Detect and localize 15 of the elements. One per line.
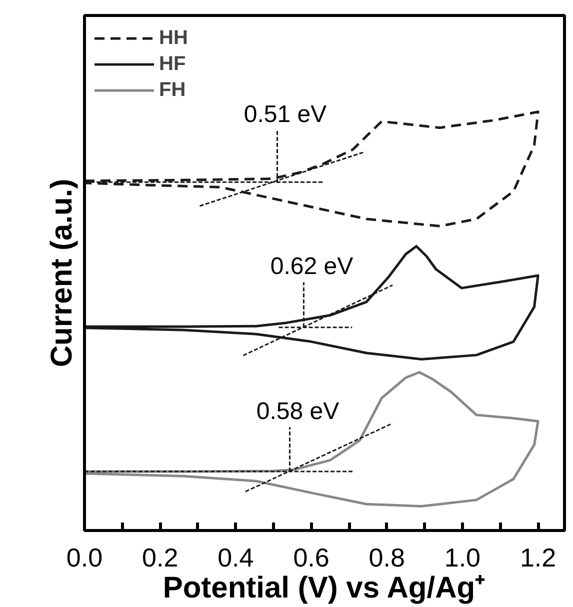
x-tick-label: 0.2: [142, 542, 178, 572]
x-tick-label: 0.8: [368, 542, 405, 572]
legend-label: HH: [159, 26, 188, 50]
annotation: 0.51 eV: [244, 101, 327, 128]
x-tick-label: 1.0: [444, 542, 481, 572]
annotation: 0.62 eV: [270, 253, 354, 280]
legend-label: HF: [159, 52, 186, 76]
x-tick-label: 0.0: [66, 542, 103, 572]
annotation: 0.58 eV: [256, 398, 340, 426]
x-tick-label: 0.4: [218, 542, 254, 572]
y-axis-title: Current (a.u.): [46, 178, 78, 368]
x-tick-label: 1.2: [520, 542, 556, 572]
x-axis-title: Potential (V) vs Ag/Ag⁺: [162, 572, 486, 604]
legend-label: FH: [159, 78, 186, 102]
x-tick-label: 0.6: [293, 542, 330, 572]
